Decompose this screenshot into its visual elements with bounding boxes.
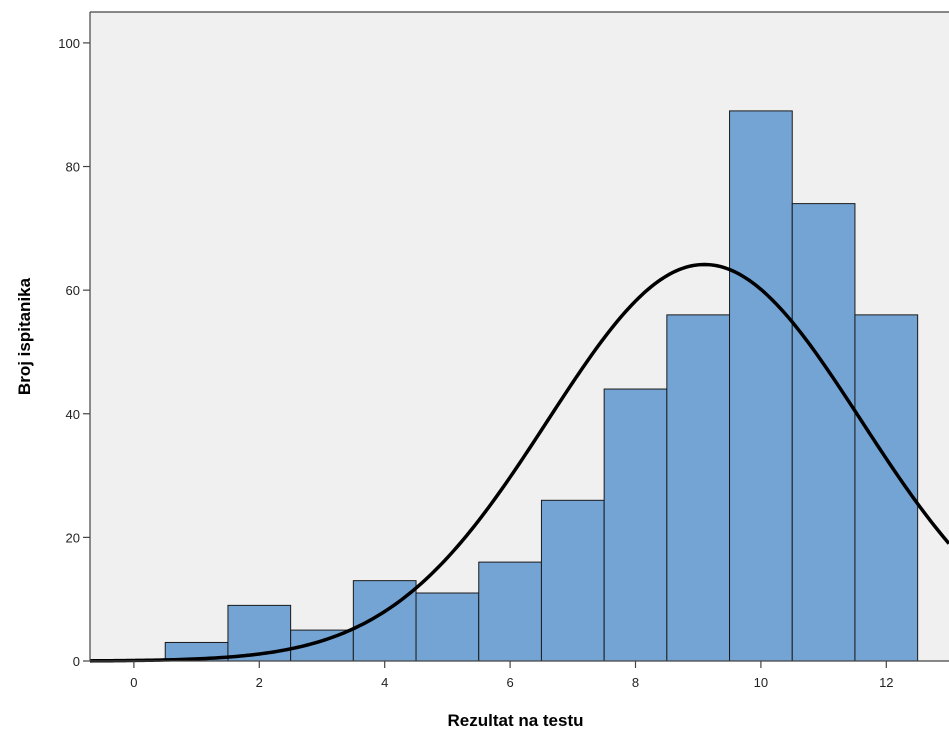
y-axis-ticks: 0 20 40 60 80 100	[58, 36, 90, 669]
x-tick-label: 6	[506, 675, 513, 690]
x-tick-label: 2	[256, 675, 263, 690]
histogram-bar	[415, 592, 480, 662]
y-axis-title: Broj ispitanika	[15, 277, 34, 395]
y-tick-label: 40	[66, 407, 80, 422]
histogram-bar	[729, 110, 793, 662]
histogram-bar	[540, 499, 605, 662]
y-tick-label: 60	[66, 283, 80, 298]
x-tick-label: 0	[130, 675, 137, 690]
bars-group	[164, 110, 919, 662]
x-axis-title: Rezultat na testu	[447, 711, 583, 730]
x-axis-ticks: 0 2 4 6 8 10 12	[130, 661, 894, 690]
normal-curve	[89, 262, 949, 663]
histogram-bar	[791, 203, 856, 662]
x-tick-label: 10	[754, 675, 768, 690]
y-tick-label: 20	[66, 530, 80, 545]
x-tick-label: 12	[879, 675, 893, 690]
x-tick-label: 4	[381, 675, 388, 690]
y-tick-label: 80	[66, 160, 80, 175]
histogram-bar	[352, 580, 417, 662]
x-tick-label: 8	[632, 675, 639, 690]
y-tick-label: 0	[73, 654, 80, 669]
histogram-bar	[666, 314, 731, 662]
histogram-bar	[603, 388, 668, 662]
histogram-bar	[478, 561, 542, 662]
y-tick-label: 100	[58, 36, 80, 51]
